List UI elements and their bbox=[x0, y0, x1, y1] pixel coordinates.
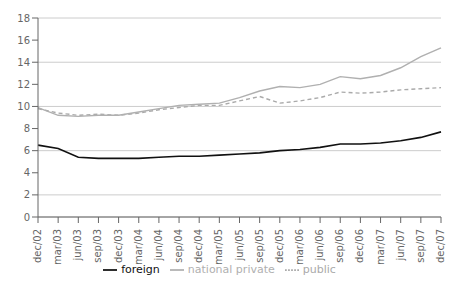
svg-text:jun/06: jun/06 bbox=[314, 229, 325, 262]
svg-text:dec/07: dec/07 bbox=[435, 229, 446, 263]
svg-text:dec/02: dec/02 bbox=[32, 229, 43, 263]
svg-text:dec/05: dec/05 bbox=[274, 229, 285, 263]
svg-text:0: 0 bbox=[24, 212, 30, 223]
svg-text:mar/06: mar/06 bbox=[294, 229, 305, 265]
svg-text:2: 2 bbox=[24, 189, 30, 200]
svg-text:jun/03: jun/03 bbox=[72, 229, 83, 262]
svg-text:8: 8 bbox=[24, 123, 30, 134]
svg-text:sep/03: sep/03 bbox=[92, 229, 103, 263]
svg-text:sep/05: sep/05 bbox=[254, 229, 265, 263]
svg-text:16: 16 bbox=[17, 35, 30, 46]
svg-text:mar/03: mar/03 bbox=[52, 229, 63, 265]
svg-text:jun/04: jun/04 bbox=[153, 229, 164, 262]
svg-text:6: 6 bbox=[24, 145, 30, 156]
svg-text:10: 10 bbox=[17, 101, 30, 112]
svg-text:12: 12 bbox=[17, 79, 30, 90]
svg-text:sep/06: sep/06 bbox=[334, 229, 345, 263]
svg-text:jun/07: jun/07 bbox=[395, 229, 406, 262]
svg-text:dec/03: dec/03 bbox=[113, 229, 124, 263]
html-text:public: public bbox=[302, 263, 336, 276]
svg-text:dec/04: dec/04 bbox=[193, 229, 204, 263]
html-text:national private: national private bbox=[187, 263, 275, 276]
svg-text:mar/07: mar/07 bbox=[375, 229, 386, 265]
svg-text:mar/05: mar/05 bbox=[213, 229, 224, 265]
html-text:foreign: foreign bbox=[121, 263, 160, 276]
svg-text:mar/04: mar/04 bbox=[133, 229, 144, 265]
svg-text:sep/04: sep/04 bbox=[173, 229, 184, 263]
svg-text:jun/05: jun/05 bbox=[234, 229, 245, 262]
svg-text:sep/07: sep/07 bbox=[415, 229, 426, 263]
svg-text:18: 18 bbox=[17, 13, 30, 24]
svg-text:4: 4 bbox=[24, 167, 30, 178]
svg-text:dec/06: dec/06 bbox=[354, 229, 365, 263]
svg-text:14: 14 bbox=[17, 57, 30, 68]
